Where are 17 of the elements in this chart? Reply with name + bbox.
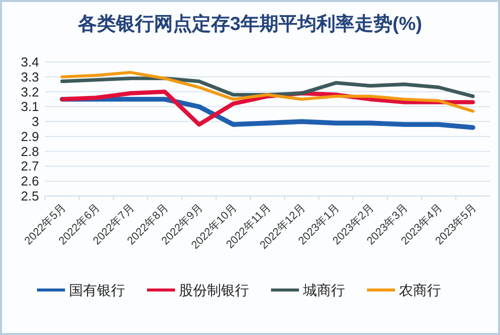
line-series (60, 76, 475, 98)
y-tick-label: 2.9 (20, 128, 39, 144)
y-tick-label: 2.7 (20, 158, 39, 174)
legend-label: 股份制银行 (179, 282, 249, 298)
y-tick-label: 2.8 (20, 144, 39, 159)
y-tick-label: 3.1 (20, 99, 39, 114)
legend-label: 国有银行 (69, 282, 125, 298)
y-tick-label: 3.4 (20, 54, 39, 70)
chart-title: 各类银行网点定存3年期平均利率走势(%) (76, 13, 422, 35)
legend-label: 农商行 (399, 282, 441, 298)
y-tick-label: 2.6 (20, 174, 39, 189)
y-tick-label: 2.5 (20, 188, 39, 204)
y-tick-label: 3.2 (20, 84, 39, 100)
legend-label: 城商行 (302, 282, 345, 298)
y-tick-label: 3 (32, 114, 39, 130)
y-tick-label: 3.3 (20, 69, 39, 84)
line-series (60, 70, 474, 113)
